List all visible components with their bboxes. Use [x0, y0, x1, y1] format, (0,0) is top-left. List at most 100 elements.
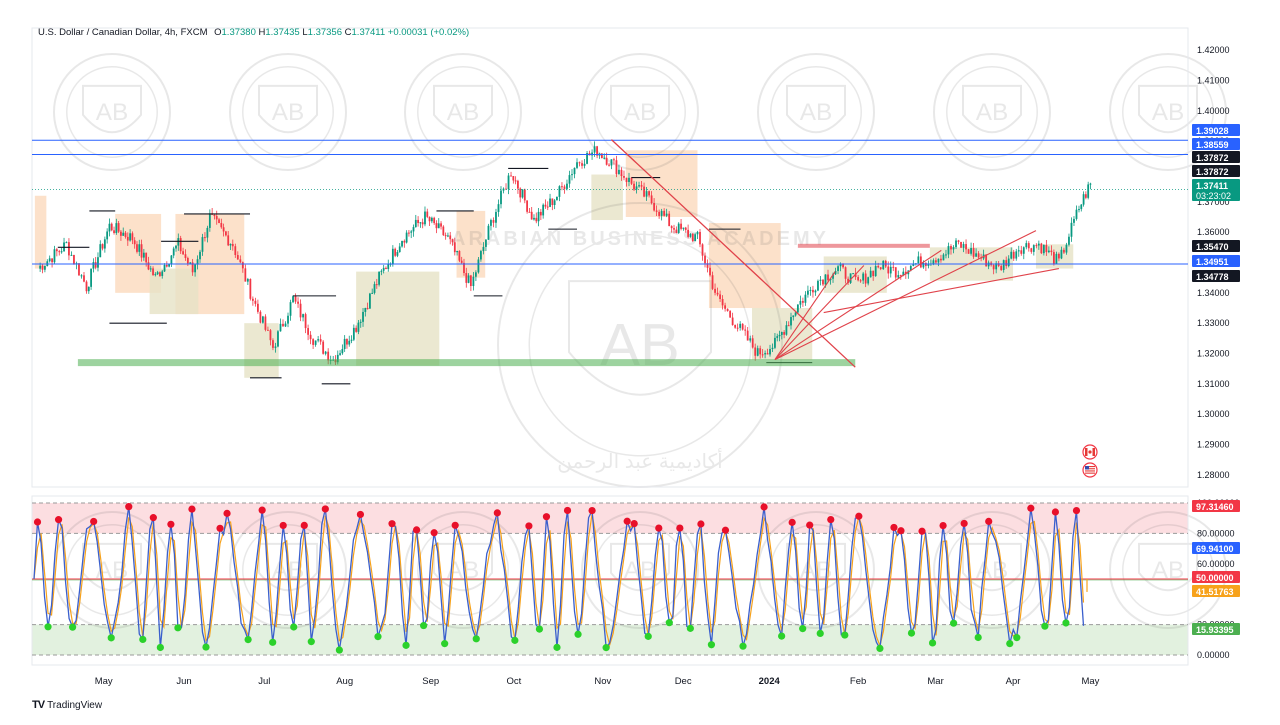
overbought-dot	[655, 524, 663, 532]
oversold-dot	[739, 642, 747, 650]
overbought-dot	[918, 527, 926, 535]
candle-body	[638, 185, 640, 187]
overbought-dot	[451, 521, 459, 529]
time-tick-label: Oct	[507, 676, 522, 687]
candle-body	[950, 246, 952, 250]
candle-body	[1082, 194, 1085, 205]
candle-body	[780, 332, 783, 335]
candle-body	[394, 248, 397, 256]
candle-body	[352, 327, 355, 340]
candle-body	[222, 227, 225, 232]
candle-body	[684, 227, 687, 230]
candle-body	[254, 300, 257, 304]
candle-body	[680, 223, 682, 229]
candle-body	[804, 294, 807, 303]
candle-body	[778, 334, 781, 337]
candle-body	[85, 281, 88, 292]
oversold-dot	[44, 623, 52, 631]
candle-body	[346, 338, 348, 345]
candle-body	[126, 236, 129, 241]
oversold-dot	[290, 623, 298, 631]
candle-body	[1000, 265, 1003, 270]
candle-body	[581, 163, 583, 166]
overbought-dot	[721, 526, 730, 534]
candle-body	[426, 211, 429, 217]
overbought-dot	[1072, 506, 1081, 515]
candle-body	[721, 298, 724, 306]
range-box	[625, 150, 698, 217]
candle-body	[480, 251, 482, 260]
candle-body	[55, 249, 58, 252]
watermark-badge-ring	[581, 511, 699, 629]
candle-body	[977, 253, 980, 258]
candle-body	[882, 260, 885, 270]
oversold-dot	[876, 644, 884, 653]
overbought-dot	[167, 520, 175, 528]
oversold-dot	[511, 636, 519, 644]
candle-body	[687, 229, 690, 237]
oscillator-pane-frame	[31, 495, 1189, 666]
osc-level-label-bg	[1192, 571, 1240, 583]
watermark-badge-monogram: AB	[1152, 99, 1185, 126]
watermark-badge-inner-ring	[770, 66, 862, 158]
overbought-dot	[827, 515, 835, 524]
candle-body	[168, 263, 171, 267]
candle-body	[645, 191, 648, 197]
candle-body	[378, 271, 380, 285]
price-tick-label: 1.42000	[1197, 45, 1230, 55]
candle-body	[620, 169, 623, 177]
candle-body	[387, 263, 390, 270]
candle-body	[1068, 236, 1070, 245]
fan-trend-line	[774, 230, 1037, 361]
candle-body	[530, 211, 533, 220]
oversold-dot	[907, 629, 916, 637]
fan-trend-line	[774, 271, 836, 360]
oversold-dot	[816, 629, 824, 637]
candle-body	[834, 271, 837, 275]
candle-body	[704, 255, 706, 264]
candle-body	[610, 159, 613, 166]
candle-body	[1065, 244, 1068, 253]
oversold-dot	[69, 623, 77, 631]
osc-tick-label: 60.00000	[1197, 559, 1235, 569]
candle-body	[369, 293, 371, 309]
candle-body	[605, 157, 608, 165]
symbol-title[interactable]: U.S. Dollar / Canadian Dollar, 4h, FXCM	[38, 27, 208, 38]
candle-body	[299, 303, 302, 318]
candle-body	[366, 307, 369, 309]
watermark-badge-inner-ring	[946, 66, 1038, 158]
watermark-badge-monogram: AB	[624, 99, 657, 126]
candle-body	[444, 235, 447, 237]
candle-body	[972, 248, 975, 257]
candle-body	[1060, 249, 1063, 259]
candle-body	[699, 231, 701, 245]
osc-level-label: 69.94100	[1196, 544, 1234, 554]
candle-body	[726, 308, 729, 312]
candle-body	[962, 244, 965, 248]
overbought-dot	[806, 521, 814, 529]
watermark-badge-inner-ring	[1122, 524, 1214, 616]
candle-body	[149, 268, 152, 270]
candle-body	[1042, 244, 1045, 254]
candle-body	[643, 186, 645, 197]
candle-body	[899, 275, 902, 277]
candle-body	[729, 311, 732, 318]
candle-body	[172, 248, 175, 256]
candle-body	[1040, 243, 1043, 254]
price-level-label: 1.38559	[1196, 140, 1229, 150]
candle-body	[670, 226, 673, 229]
osc-tick-label: 80.00000	[1197, 528, 1235, 538]
candle-body	[593, 146, 596, 153]
candle-body	[78, 263, 80, 276]
tradingview-brand[interactable]: TV TradingView	[32, 699, 102, 711]
candle-body	[380, 270, 383, 272]
range-box	[708, 223, 781, 309]
watermark-badge-shield-icon	[258, 84, 318, 134]
candle-body	[385, 267, 387, 270]
candle-body	[435, 223, 438, 229]
candle-body	[204, 237, 206, 239]
overbought-dot	[279, 521, 287, 530]
osc-level-label: 50.00000	[1196, 573, 1234, 583]
candle-body	[967, 249, 970, 254]
